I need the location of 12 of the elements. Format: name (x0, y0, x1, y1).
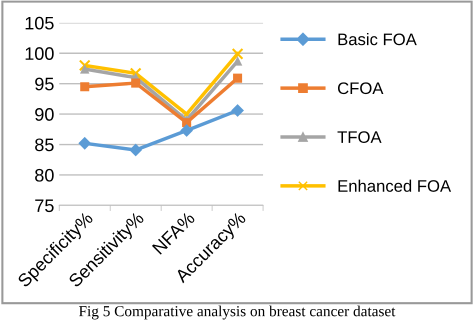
y-tick-label: 100 (26, 47, 54, 60)
legend-label: Enhanced FOA (338, 180, 452, 192)
caption: Fig 5 Comparative analysis on breast cancer dataset (78, 306, 396, 320)
y-tick-label: 85 (35, 138, 54, 152)
y-tick-label: 75 (35, 200, 54, 212)
y-tick-label: 90 (35, 108, 54, 121)
y-tick-label: 80 (35, 168, 54, 182)
legend-label: Basic FOA (338, 33, 417, 46)
legend-label: TFOA (338, 131, 382, 144)
legend-label: CFOA (338, 82, 384, 94)
y-tick-label: 105 (26, 16, 54, 30)
y-tick-label: 95 (35, 78, 54, 90)
